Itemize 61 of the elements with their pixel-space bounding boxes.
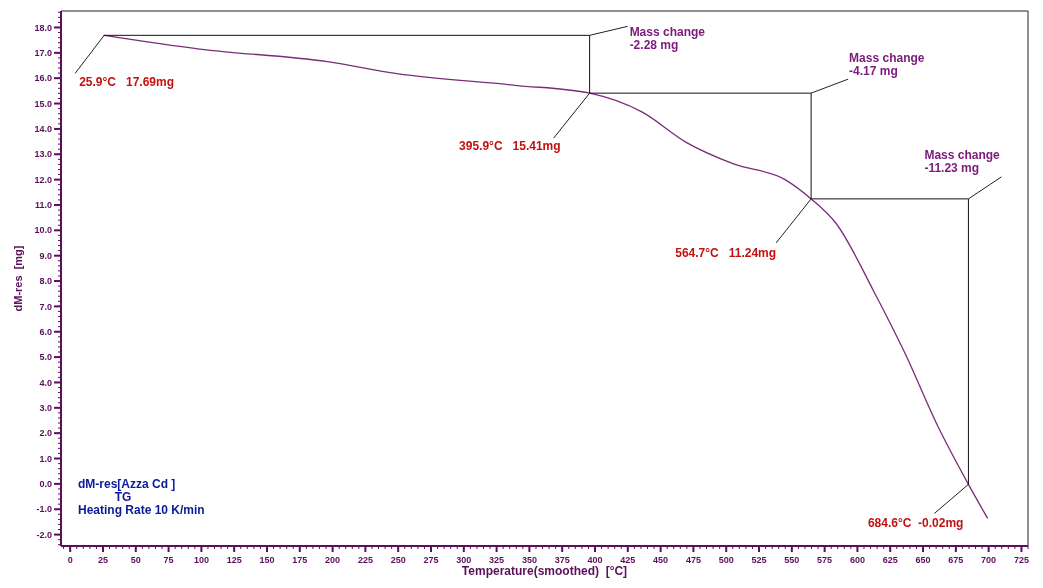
x-tick-label: 400 (587, 555, 603, 565)
y-tick-label: 14.0 (34, 124, 52, 135)
y-tick-label: 7.0 (39, 301, 52, 312)
x-tick-label: 300 (456, 555, 472, 565)
x-tick-label: 650 (915, 555, 931, 565)
x-tick-label: 350 (521, 555, 537, 565)
y-tick-label: 5.0 (39, 352, 52, 363)
y-tick-label: 4.0 (39, 377, 52, 388)
x-tick-label: 700 (981, 555, 997, 565)
x-tick-label: 625 (882, 555, 898, 565)
x-tick-label: 725 (1013, 555, 1029, 565)
x-tick-label: 50 (130, 555, 141, 565)
y-tick-label: -1.0 (36, 504, 52, 515)
x-tick-label: 675 (948, 555, 964, 565)
y-tick-label: 1.0 (39, 453, 52, 464)
x-axis-title: Temperature(smoothed) [°C] (461, 564, 628, 578)
x-tick-label: 200 (325, 555, 341, 565)
x-tick-label: 75 (163, 555, 174, 565)
x-tick-label: 225 (357, 555, 373, 565)
x-tick-label: 475 (685, 555, 701, 565)
x-tick-label: 550 (784, 555, 800, 565)
y-tick-label: 3.0 (39, 402, 52, 413)
x-tick-label: 175 (292, 555, 308, 565)
x-tick-label: 25 (97, 555, 108, 565)
annotation: 25.9°C 17.69mg (79, 75, 175, 90)
annotation: 395.9°C 15.41mg (459, 139, 561, 154)
x-tick-label: 375 (554, 555, 570, 565)
y-tick-label: 8.0 (39, 276, 52, 287)
y-tick-label: 10.0 (34, 225, 52, 236)
y-tick-label: 11.0 (34, 200, 52, 211)
y-tick-label: 17.0 (34, 47, 52, 58)
x-tick-label: 325 (489, 555, 505, 565)
y-tick-label: 16.0 (34, 73, 52, 84)
y-tick-label: 2.0 (39, 428, 52, 439)
annotation: 564.7°C 11.24mg (675, 245, 777, 260)
x-tick-label: 500 (718, 555, 734, 565)
y-tick-label: 9.0 (39, 250, 52, 261)
annotation: Mass change -2.28 mg (629, 25, 706, 53)
x-tick-label: 425 (620, 555, 636, 565)
annotation: 684.6°C -0.02mg (867, 516, 964, 531)
annotation: Mass change -11.23 mg (924, 147, 1001, 175)
y-tick-label: -2.0 (36, 529, 52, 540)
x-tick-label: 575 (817, 555, 833, 565)
y-tick-label: 15.0 (34, 98, 52, 109)
y-axis-title: dM-res [mg] (12, 245, 24, 312)
x-tick-label: 525 (751, 555, 767, 565)
x-tick-label: 0 (67, 555, 73, 565)
x-tick-label: 275 (423, 555, 439, 565)
annotation: dM-res[Azza Cd ] TG Heating Rate 10 K/min (78, 477, 205, 517)
x-tick-label: 450 (653, 555, 669, 565)
y-tick-label: 6.0 (39, 326, 52, 337)
y-tick-label: 13.0 (34, 149, 52, 160)
y-tick-label: 18.0 (34, 22, 52, 33)
y-tick-label: 0.0 (39, 479, 52, 490)
x-tick-label: 150 (259, 555, 275, 565)
y-tick-label: 12.0 (34, 174, 52, 185)
x-tick-label: 100 (193, 555, 209, 565)
x-tick-label: 125 (226, 555, 242, 565)
x-tick-label: 600 (849, 555, 865, 565)
x-tick-label: 250 (390, 555, 406, 565)
annotation: Mass change -4.17 mg (849, 51, 925, 79)
